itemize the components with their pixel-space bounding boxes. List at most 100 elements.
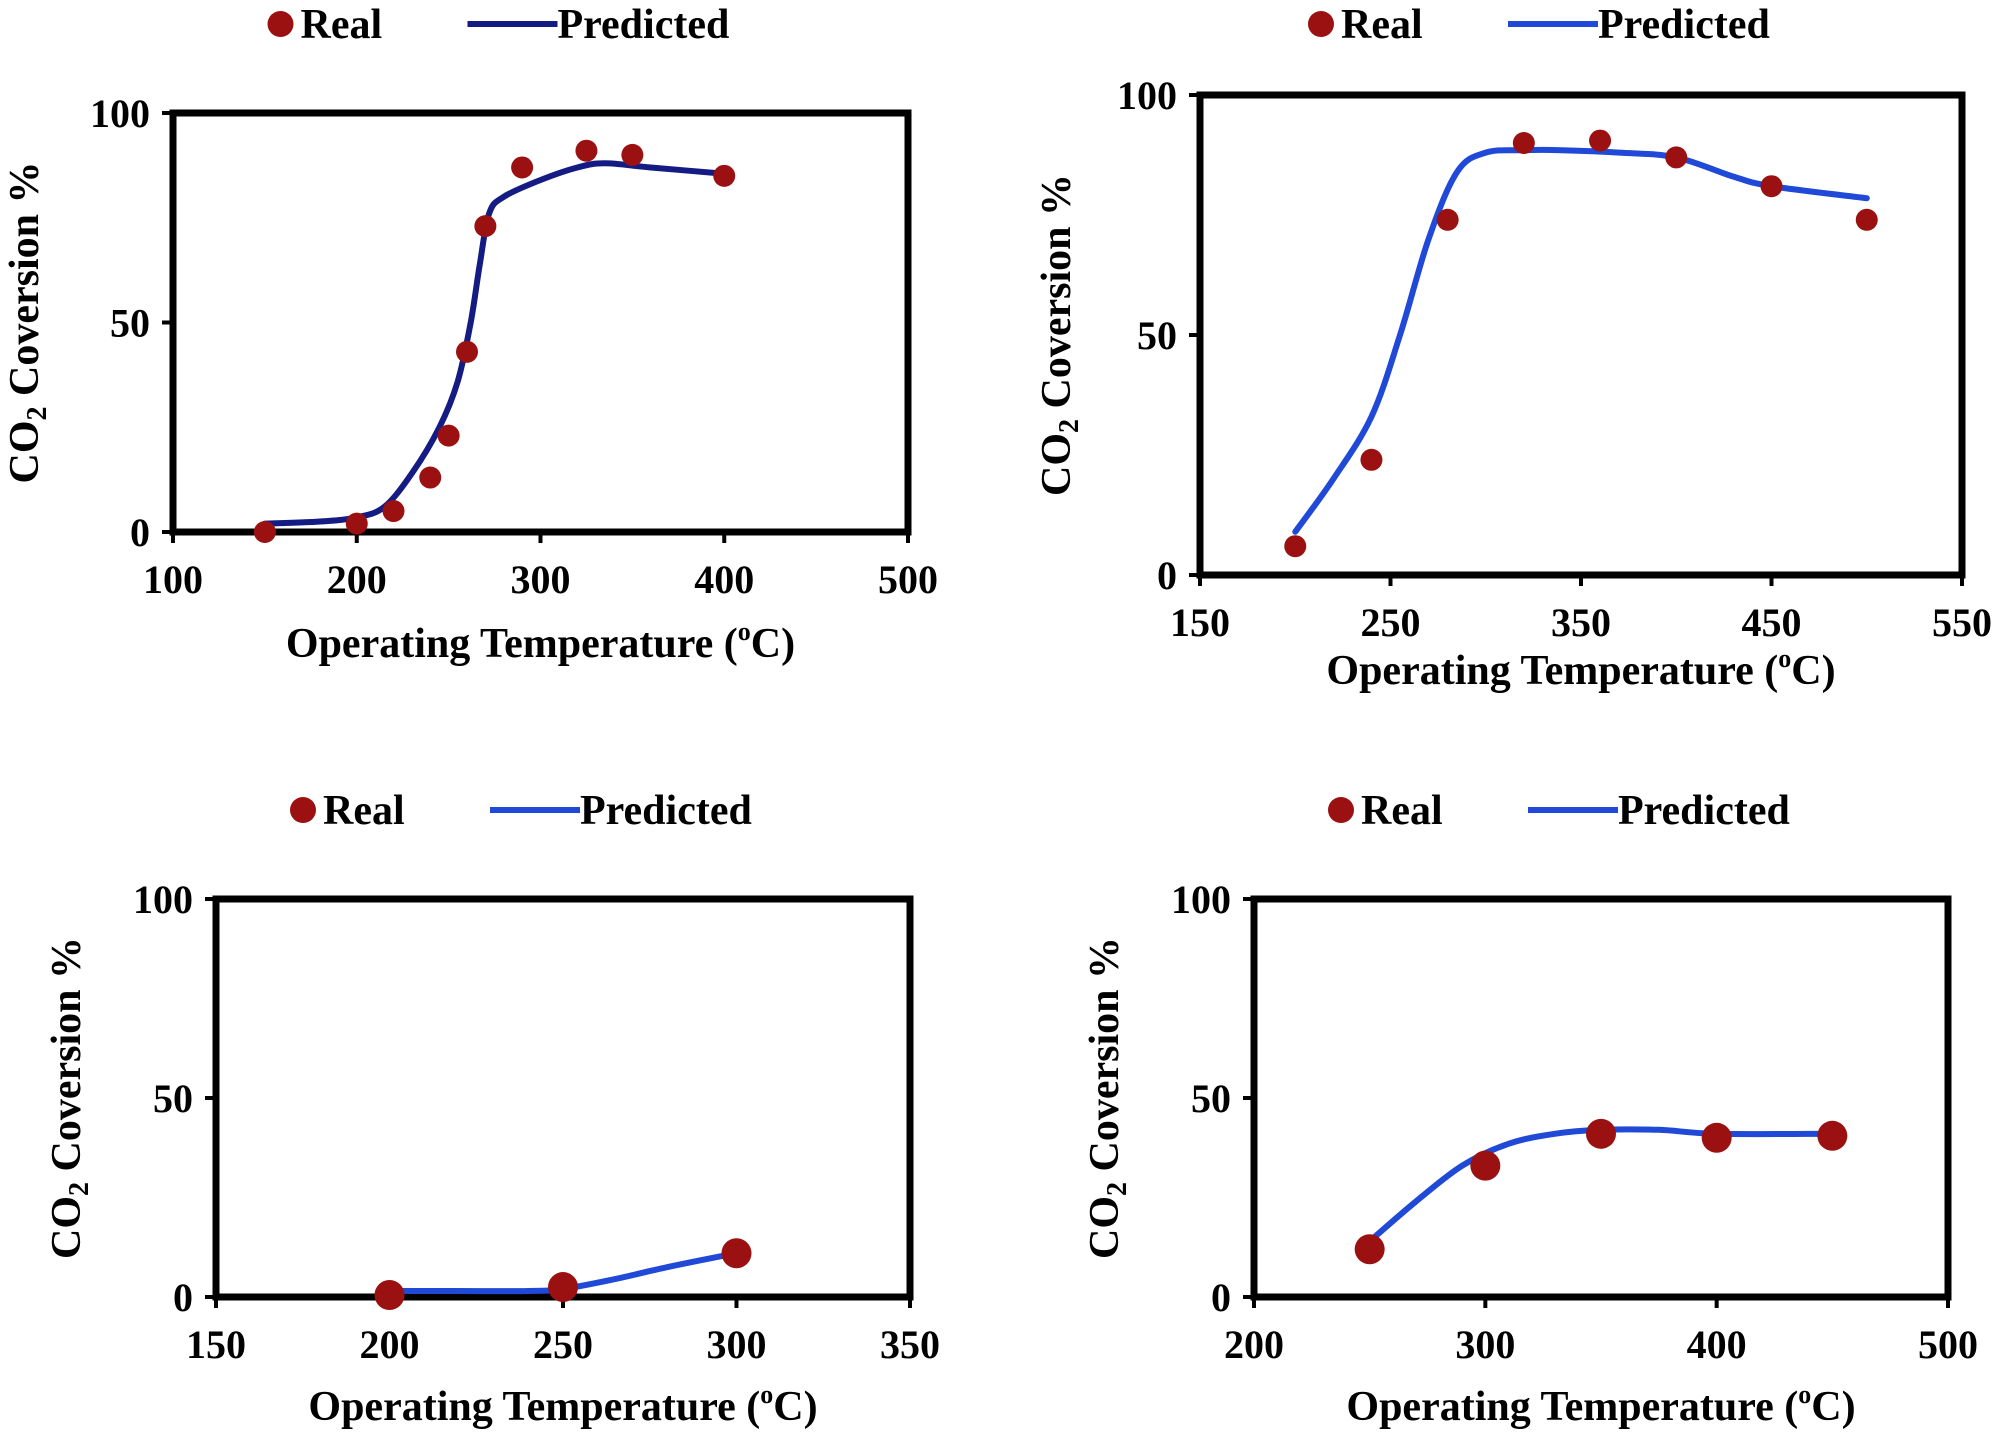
y-tick-label: 50 — [110, 301, 150, 346]
x-axis-title-tail: C) — [1811, 1384, 1855, 1430]
x-tick-label: 350 — [1551, 600, 1611, 645]
legend-real-marker — [1308, 11, 1334, 37]
y-axis-title: CO2 Coversion % — [2, 162, 54, 484]
legend-real-label: Real — [1341, 2, 1423, 48]
y-axis-title-tail: Coversion % — [1082, 937, 1128, 1182]
real-data-point — [548, 1272, 578, 1303]
plot-frame — [169, 109, 912, 536]
plot-frame — [212, 895, 914, 1301]
real-data-point — [382, 500, 405, 523]
real-data-point — [1665, 146, 1688, 169]
real-data-point — [1436, 208, 1459, 231]
y-axis-title-main: CO — [44, 1196, 90, 1259]
x-axis-title-superscript: o — [760, 1380, 773, 1409]
x-axis-title-superscript: o — [1798, 1380, 1811, 1409]
y-axis-title: CO2 Coversion % — [1082, 937, 1134, 1259]
y-tick-label: 0 — [1157, 553, 1177, 598]
y-axis-title-tail: Coversion % — [1034, 174, 1080, 419]
y-axis-title-main: CO — [1082, 1196, 1128, 1259]
x-axis-title-main: Operating Temperature ( — [1346, 1384, 1798, 1430]
x-axis-title-main: Operating Temperature ( — [308, 1384, 760, 1430]
x-axis-title-superscript: o — [1778, 644, 1791, 673]
real-data-point — [621, 143, 644, 166]
y-axis-title-subscript: 2 — [1102, 1182, 1133, 1196]
real-data-point — [1512, 132, 1535, 154]
x-tick-label: 350 — [880, 1322, 940, 1367]
x-axis-title-main: Operating Temperature ( — [286, 621, 738, 667]
x-tick-label: 200 — [327, 557, 387, 602]
real-data-point — [1360, 448, 1383, 471]
x-tick-label: 300 — [511, 557, 571, 602]
x-axis-title-superscript: o — [738, 617, 751, 646]
real-data-point — [1284, 535, 1307, 558]
legend-real-marker — [1328, 797, 1354, 823]
real-data-point — [1354, 1234, 1385, 1265]
real-data-point — [1760, 175, 1783, 198]
y-axis-title-main: CO — [1034, 433, 1080, 496]
x-axis-title-main: Operating Temperature ( — [1326, 648, 1778, 694]
chart-panel-3: Real Predicted 150 200 250 300 350 0 50 100 Operat… — [44, 788, 940, 1430]
real-data-point — [253, 521, 276, 543]
x-axis-title: Operating Temperature (oC) — [1326, 644, 1835, 694]
real-data-point — [721, 1238, 752, 1269]
legend-real-marker — [290, 797, 316, 823]
x-tick-label: 450 — [1742, 600, 1802, 645]
y-tick-label: 100 — [1117, 73, 1177, 118]
legend-real-label: Real — [1361, 788, 1443, 834]
real-data-point — [713, 164, 736, 187]
predicted-series-line — [261, 160, 728, 527]
y-tick-label: 0 — [130, 510, 150, 555]
y-tick-label: 50 — [153, 1076, 193, 1121]
x-tick-label: 150 — [186, 1322, 246, 1367]
x-tick-label: 550 — [1932, 600, 1992, 645]
y-tick-label: 100 — [1171, 877, 1231, 922]
x-tick-label: 500 — [878, 557, 938, 602]
x-tick-label: 200 — [1224, 1322, 1284, 1367]
plot-frame — [1250, 895, 1952, 1301]
x-tick-label: 250 — [1361, 600, 1421, 645]
y-tick-label: 50 — [1137, 313, 1177, 358]
real-data-point — [1701, 1122, 1732, 1153]
real-data-point — [456, 340, 478, 363]
x-tick-label: 200 — [360, 1322, 420, 1367]
real-data-point — [575, 139, 598, 162]
legend-predicted-label: Predicted — [1618, 788, 1790, 834]
legend-predicted-label: Predicted — [1598, 2, 1770, 48]
y-axis-title-tail: Coversion % — [44, 937, 90, 1182]
y-tick-label: 100 — [133, 877, 193, 922]
y-axis-title-subscript: 2 — [1054, 419, 1085, 433]
y-axis-title-tail: Coversion % — [2, 162, 48, 407]
x-axis-title-tail: C) — [751, 621, 795, 667]
x-axis-title-tail: C) — [1791, 648, 1835, 694]
y-tick-label: 0 — [173, 1275, 193, 1320]
x-tick-label: 300 — [1455, 1322, 1515, 1367]
predicted-series-line — [1292, 146, 1870, 535]
real-data-point — [1817, 1120, 1848, 1151]
x-tick-label: 400 — [1687, 1322, 1747, 1367]
x-axis-title-tail: C) — [773, 1384, 817, 1430]
y-axis-title: CO2 Coversion % — [1034, 174, 1086, 496]
legend-real-label: Real — [323, 788, 405, 834]
chart-panel-4: Real Predicted 200 300 400 500 0 50 100 Operating… — [1082, 788, 1978, 1430]
chart-panel-1: Real Predicted 100 200 300 400 500 0 50 100 Operat… — [2, 2, 938, 667]
real-data-point — [1855, 208, 1878, 231]
real-data-point — [474, 215, 497, 238]
x-axis-title: Operating Temperature (oC) — [308, 1380, 817, 1430]
y-tick-label: 100 — [90, 91, 150, 136]
x-tick-label: 250 — [533, 1322, 593, 1367]
real-data-point — [1589, 129, 1612, 152]
legend: Real Predicted — [267, 2, 729, 48]
real-data-point — [419, 466, 442, 489]
y-axis-title-main: CO — [2, 421, 48, 484]
x-tick-label: 100 — [143, 557, 203, 602]
real-data-point — [1470, 1150, 1501, 1181]
legend: Real Predicted — [1308, 2, 1770, 48]
y-axis-title-subscript: 2 — [22, 407, 53, 421]
y-tick-label: 0 — [1211, 1275, 1231, 1320]
y-axis-title: CO2 Coversion % — [44, 937, 96, 1259]
legend-real-label: Real — [301, 2, 383, 48]
x-axis-title: Operating Temperature (oC) — [286, 617, 795, 667]
real-data-point — [345, 512, 368, 535]
real-data-point — [511, 156, 534, 179]
